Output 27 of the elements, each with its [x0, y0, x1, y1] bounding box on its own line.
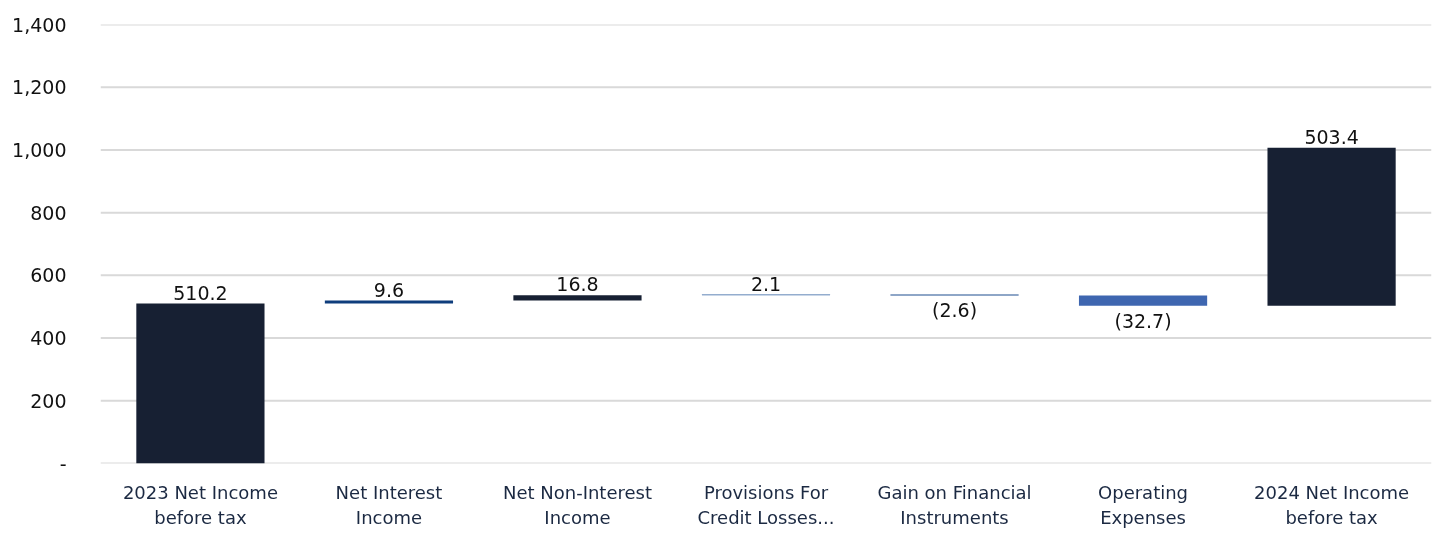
bar [1078, 295, 1208, 306]
y-tick-label: 800 [30, 201, 67, 224]
data-label: (2.6) [932, 299, 978, 322]
y-tick-label: 400 [30, 327, 67, 350]
bar [324, 300, 454, 304]
y-tick-label: 1,200 [12, 76, 67, 99]
data-label: 510.2 [173, 281, 228, 304]
data-label: 2.1 [750, 272, 782, 295]
x-tick-label: Operating Expenses [1098, 481, 1189, 528]
bar [1267, 147, 1396, 306]
x-tick-label: 2024 Net Income before tax [1254, 481, 1410, 528]
data-label: 503.4 [1304, 125, 1359, 148]
data-label: 16.8 [556, 273, 599, 296]
bar [136, 303, 265, 464]
x-tick-label: Net Non-Interest Income [502, 481, 652, 528]
x-tick-label: Net Interest Income [335, 481, 443, 528]
y-tick-label: 1,000 [12, 138, 67, 161]
data-label: (32.7) [1114, 309, 1172, 332]
x-tick-label: Provisions For Credit Losses... [697, 481, 835, 528]
x-tick-label: 2023 Net Income before tax [122, 481, 278, 528]
y-tick-label: 200 [30, 389, 67, 412]
y-tick-label: - [59, 452, 67, 475]
data-label: 9.6 [373, 278, 405, 301]
x-tick-label: Gain on Financial Instruments [877, 481, 1032, 528]
bar [513, 295, 642, 301]
y-tick-label: 600 [30, 264, 67, 287]
y-tick-label: 1,400 [12, 13, 67, 36]
